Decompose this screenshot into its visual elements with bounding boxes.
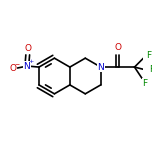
- Text: F: F: [146, 51, 151, 60]
- Text: F: F: [149, 65, 152, 74]
- Text: N: N: [23, 62, 30, 71]
- Text: O: O: [114, 43, 121, 52]
- Text: O: O: [24, 44, 31, 53]
- Text: −: −: [15, 61, 20, 66]
- Text: +: +: [28, 59, 33, 64]
- Text: F: F: [142, 79, 147, 88]
- Text: N: N: [97, 63, 104, 72]
- Text: O: O: [9, 64, 16, 73]
